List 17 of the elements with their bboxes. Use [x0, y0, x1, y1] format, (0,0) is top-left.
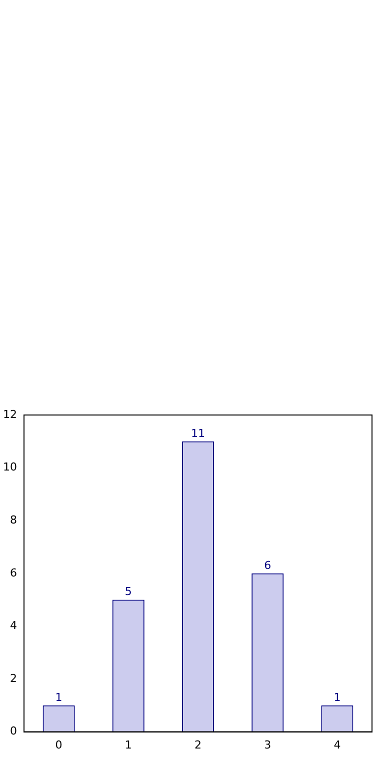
y-tick-label: 6 [10, 566, 17, 580]
data-label: 6 [264, 558, 272, 572]
data-label: 1 [334, 690, 341, 704]
data-label: 5 [124, 585, 132, 598]
x-tick-label: 1 [124, 738, 132, 752]
y-tick-label: 8 [10, 513, 17, 526]
y-tick-label: 10 [2, 460, 17, 474]
x-tick-label: 2 [194, 738, 202, 752]
y-tick-label: 12 [2, 408, 17, 421]
x-tick-label: 4 [334, 738, 341, 752]
y-tick-label: 0 [10, 724, 17, 738]
data-label: 1 [55, 690, 62, 704]
y-tick-label: 4 [10, 619, 17, 632]
x-tick-label: 0 [55, 738, 62, 752]
data-label: 11 [191, 426, 205, 440]
y-tick-label: 2 [10, 672, 17, 685]
x-tick-label: 3 [264, 738, 272, 752]
